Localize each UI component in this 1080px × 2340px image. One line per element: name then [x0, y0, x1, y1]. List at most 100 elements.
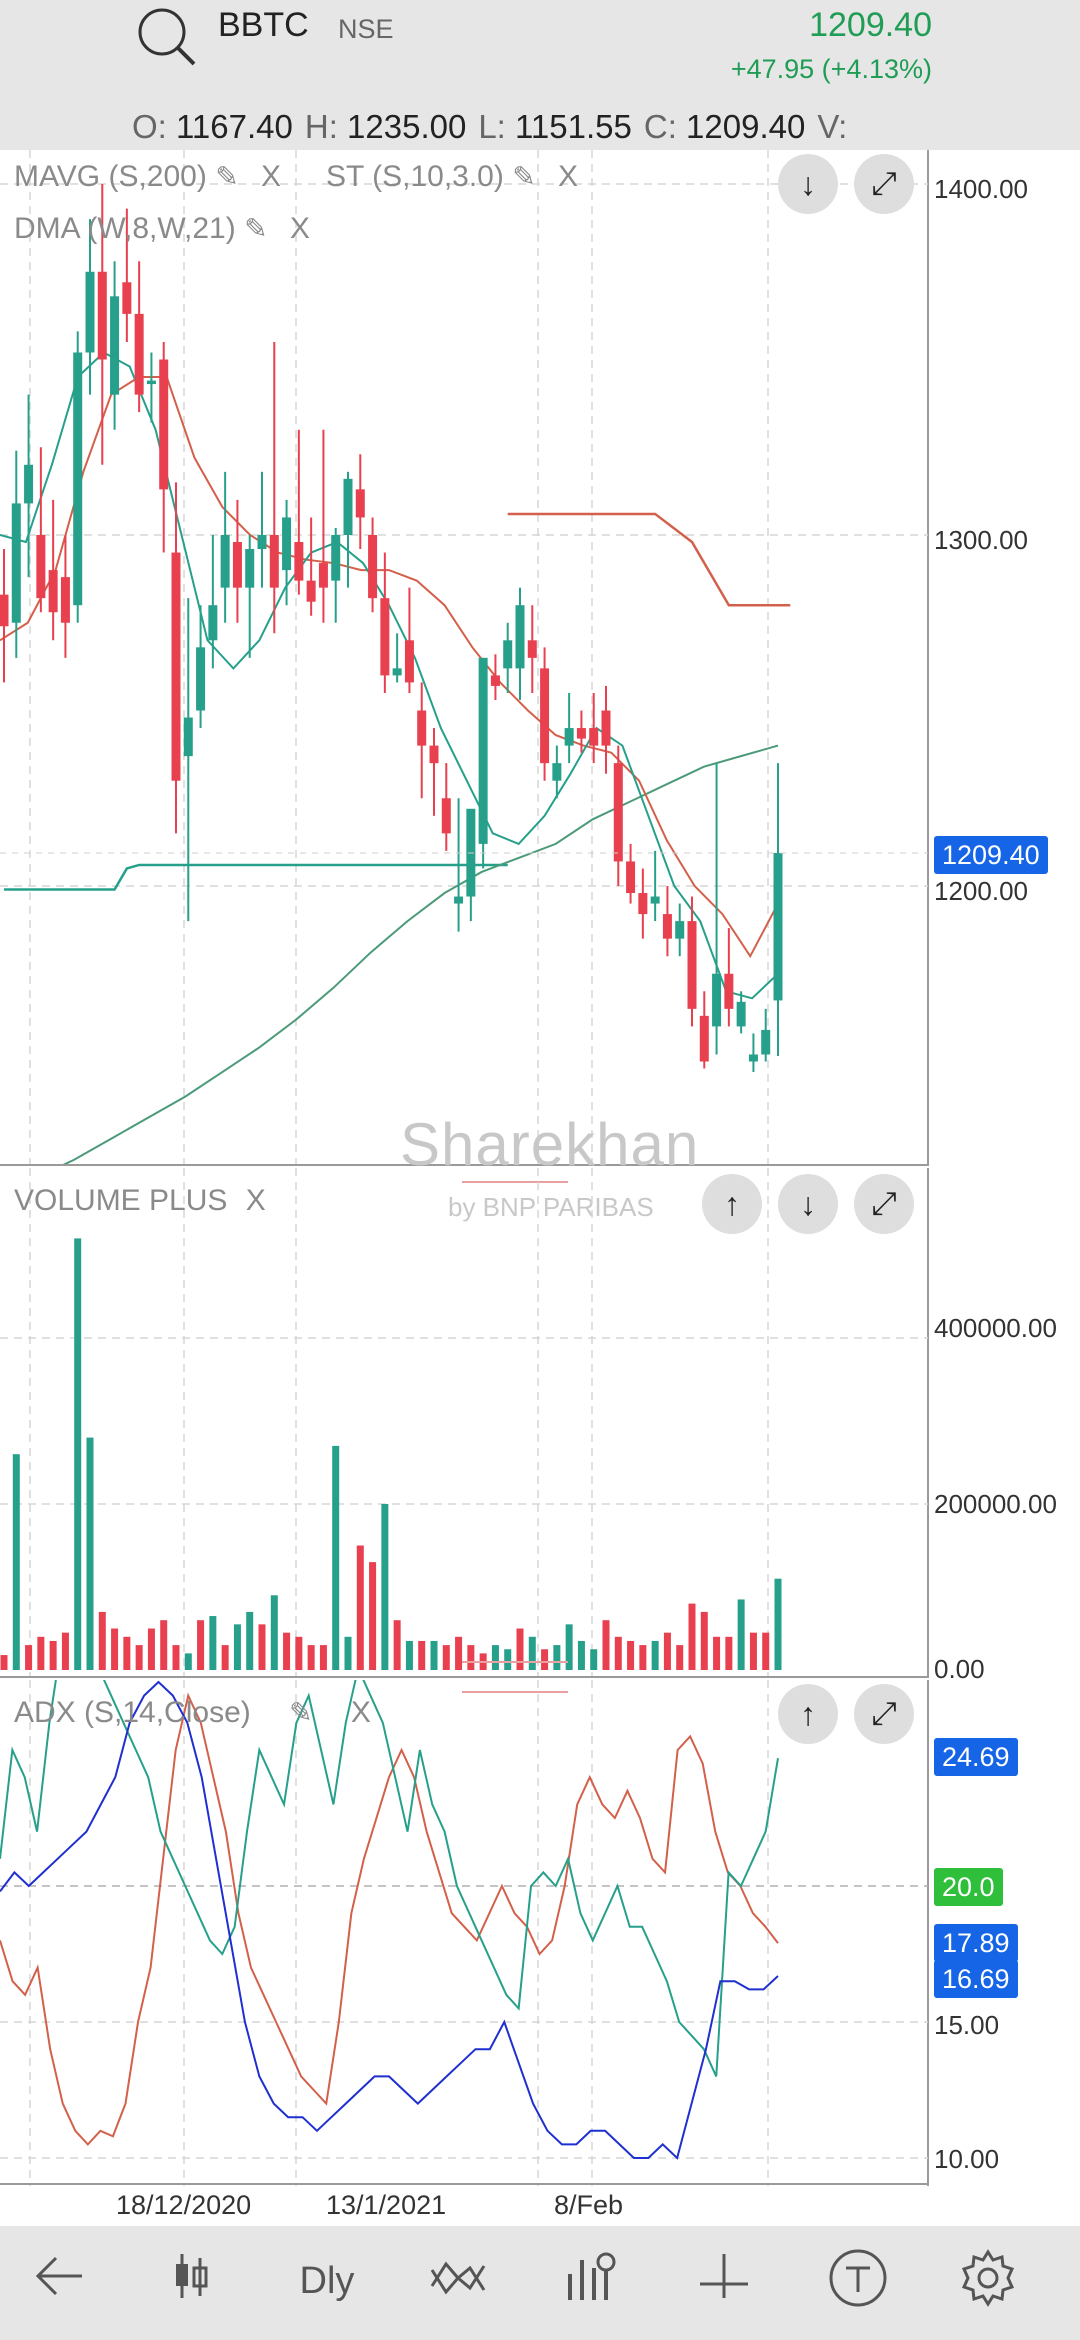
- candle-body: [417, 710, 427, 746]
- candle-body: [343, 478, 353, 535]
- interval-daily-icon[interactable]: Dly: [299, 2259, 355, 2302]
- candle-body: [245, 549, 255, 588]
- volume-bar: [774, 1578, 782, 1670]
- volume-bar: [442, 1645, 450, 1670]
- volume-bar: [381, 1504, 389, 1670]
- expand-icon[interactable]: ⤢: [854, 154, 914, 214]
- mavg-200-line: [58, 744, 779, 1166]
- candle-body: [687, 921, 697, 1009]
- adx-blue-tag: 16.69: [934, 1960, 1018, 1998]
- volume-bar: [393, 1620, 401, 1670]
- edit-pencil-icon[interactable]: ✎: [289, 1697, 313, 1728]
- arrow-up-icon[interactable]: ↑: [778, 1684, 838, 1744]
- candle-body: [564, 728, 574, 746]
- remove-dma-button[interactable]: X: [289, 212, 310, 245]
- candle-body: [515, 605, 525, 669]
- indicator-adx[interactable]: ADX (S,14,Close) ✎ X: [14, 1696, 371, 1730]
- candle-body: [60, 577, 70, 623]
- volume-bar: [61, 1632, 69, 1670]
- ohlc-value: 1235.00: [337, 108, 467, 145]
- expand-icon[interactable]: ⤢: [854, 1174, 914, 1234]
- volume-bar: [197, 1620, 205, 1670]
- candle-body: [97, 271, 107, 360]
- volume-bar: [332, 1445, 340, 1670]
- volume-bar: [467, 1645, 475, 1670]
- ohlc-key: L:: [478, 108, 506, 145]
- supertrend-line: [4, 863, 508, 891]
- adx-line: [0, 1680, 779, 2160]
- candle-body: [159, 359, 169, 490]
- indicator-supertrend[interactable]: ST (S,10,3.0) ✎ X: [326, 160, 578, 194]
- symbol-name[interactable]: BBTC: [218, 6, 309, 44]
- price-panel[interactable]: [0, 150, 929, 1166]
- remove-volume-button[interactable]: X: [245, 1184, 266, 1217]
- volume-bar: [246, 1611, 254, 1670]
- expand-icon[interactable]: ⤢: [854, 1684, 914, 1744]
- indicator-volume[interactable]: VOLUME PLUS X: [14, 1184, 266, 1218]
- exchange-label: NSE: [338, 14, 394, 44]
- arrow-up-icon[interactable]: ↑: [702, 1174, 762, 1234]
- candle-body: [122, 282, 132, 314]
- chart-style-icon[interactable]: [426, 2246, 496, 2316]
- volume-bar: [270, 1595, 278, 1670]
- quote-header: BBTC NSE 1209.40 +47.95 (+4.13%) O: 1167…: [0, 0, 1080, 150]
- indicators-icon[interactable]: [560, 2246, 630, 2316]
- back-arrow-icon[interactable]: [30, 2246, 100, 2316]
- candle-body: [441, 798, 451, 834]
- remove-mavg-button[interactable]: X: [261, 160, 282, 193]
- arrow-down-icon[interactable]: ↓: [778, 154, 838, 214]
- candle-body: [613, 763, 623, 862]
- volume-bar: [405, 1640, 413, 1670]
- volume-bar: [184, 1653, 192, 1670]
- candle-body: [294, 542, 304, 581]
- indicator-mavg[interactable]: MAVG (S,200) ✎ X: [14, 160, 281, 194]
- volume-bar: [700, 1611, 708, 1670]
- candle-body: [601, 710, 611, 746]
- ohlc-readout: O: 1167.40 H: 1235.00 L: 1151.55 C: 1209.40…: [132, 108, 859, 146]
- edit-pencil-icon[interactable]: ✎: [215, 161, 239, 192]
- price-change: +47.95 (+4.13%): [730, 54, 932, 84]
- candle-body: [331, 535, 341, 581]
- search-icon[interactable]: [134, 4, 198, 68]
- volume-bar: [688, 1603, 696, 1670]
- volume-bar: [430, 1640, 438, 1670]
- candle-body: [761, 1029, 771, 1055]
- candle-body: [232, 542, 242, 588]
- candle-body: [0, 594, 9, 627]
- candle-body: [269, 535, 279, 588]
- adx-panel[interactable]: [0, 1680, 929, 2186]
- arrow-down-icon[interactable]: ↓: [778, 1174, 838, 1234]
- edit-pencil-icon[interactable]: ✎: [244, 213, 268, 244]
- volume-bar: [676, 1645, 684, 1670]
- candle-body: [724, 973, 734, 1009]
- volume-ytick: 400000.00: [934, 1313, 1057, 1343]
- x-tick-label: 13/1/2021: [326, 2190, 447, 2220]
- ohlc-value: 1151.55: [505, 108, 632, 145]
- edit-pencil-icon[interactable]: ✎: [512, 161, 536, 192]
- remove-adx-button[interactable]: X: [350, 1696, 371, 1729]
- ohlc-key: H:: [304, 108, 338, 145]
- volume-ytick: 0.00: [934, 1654, 985, 1684]
- volume-bar: [86, 1437, 94, 1670]
- candle-body: [110, 296, 120, 395]
- volume-bar: [172, 1645, 180, 1670]
- remove-supertrend-button[interactable]: X: [558, 160, 579, 193]
- volume-bar: [160, 1620, 168, 1670]
- volume-label: VOLUME PLUS: [14, 1184, 228, 1217]
- volume-bar: [614, 1636, 622, 1670]
- mavg-label: MAVG (S,200): [14, 160, 207, 193]
- volume-bar: [639, 1645, 647, 1670]
- crosshair-icon[interactable]: [694, 2246, 764, 2316]
- x-tick-label: 8/Feb: [554, 2190, 624, 2220]
- candle-body: [454, 896, 464, 904]
- volume-panel[interactable]: [0, 1168, 929, 1678]
- ohlc-value: 1209.40: [676, 108, 806, 145]
- indicator-dma[interactable]: DMA (W,8,W,21) ✎ X: [14, 212, 310, 246]
- di-plus-line: [0, 1680, 779, 2077]
- candlestick-icon[interactable]: [160, 2246, 230, 2316]
- volume-bar: [541, 1649, 549, 1670]
- candle-body: [650, 896, 660, 904]
- candle-body: [576, 728, 586, 739]
- settings-gear-icon[interactable]: [956, 2246, 1026, 2316]
- text-tool-icon[interactable]: [826, 2246, 896, 2316]
